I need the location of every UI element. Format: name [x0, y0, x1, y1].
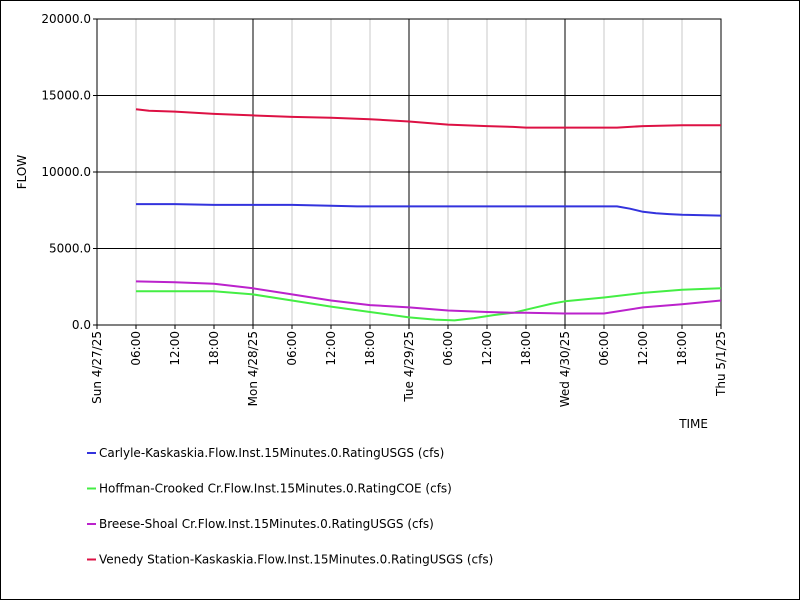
- x-tick-label: Wed 4/30/25: [558, 331, 572, 407]
- y-axis-ticks: 0.0 5000.0 10000.0 15000.0 20000.0: [41, 12, 97, 332]
- x-axis-ticks: Sun 4/27/25 06:00 12:00 18:00 Mon 4/28/25 06:…: [90, 325, 728, 407]
- x-tick-label: Sun 4/27/25: [90, 331, 104, 404]
- series-line-0: [136, 203, 722, 217]
- x-tick-label: Thu 5/1/25: [714, 331, 728, 397]
- x-tick-label: 06:00: [129, 331, 143, 366]
- x-tick-label: 18:00: [675, 331, 689, 366]
- x-tick-label: 18:00: [207, 331, 221, 366]
- legend-item: Carlyle-Kaskaskia.Flow.Inst.15Minutes.0.…: [87, 446, 444, 460]
- series-line-2: [135, 280, 722, 315]
- legend-label: Venedy Station-Kaskaskia.Flow.Inst.15Min…: [99, 553, 493, 567]
- series-line-3: [135, 108, 721, 129]
- legend-item: Venedy Station-Kaskaskia.Flow.Inst.15Min…: [87, 553, 493, 567]
- y-tick-label: 10000.0: [41, 165, 91, 179]
- x-tick-label: 06:00: [441, 331, 455, 366]
- x-tick-label: 06:00: [597, 331, 611, 366]
- legend-label: Carlyle-Kaskaskia.Flow.Inst.15Minutes.0.…: [99, 446, 444, 460]
- legend: Carlyle-Kaskaskia.Flow.Inst.15Minutes.0.…: [87, 446, 493, 567]
- x-tick-label: 12:00: [480, 331, 494, 366]
- x-tick-label: 18:00: [363, 331, 377, 366]
- legend-item: Breese-Shoal Cr.Flow.Inst.15Minutes.0.Ra…: [87, 517, 434, 531]
- legend-label: Hoffman-Crooked Cr.Flow.Inst.15Minutes.0…: [99, 482, 452, 496]
- x-tick-label: 18:00: [519, 331, 533, 366]
- x-axis-label: TIME: [678, 417, 708, 431]
- y-axis-label: FLOW: [15, 155, 29, 190]
- y-tick-label: 15000.0: [41, 89, 91, 103]
- x-tick-label: Mon 4/28/25: [246, 331, 260, 406]
- y-tick-label: 0.0: [72, 318, 91, 332]
- x-tick-label: Tue 4/29/25: [402, 331, 416, 403]
- x-tick-label: 06:00: [285, 331, 299, 366]
- y-tick-label: 5000.0: [49, 242, 91, 256]
- x-tick-label: 12:00: [324, 331, 338, 366]
- series-lines: [135, 108, 722, 322]
- legend-label: Breese-Shoal Cr.Flow.Inst.15Minutes.0.Ra…: [99, 517, 434, 531]
- legend-item: Hoffman-Crooked Cr.Flow.Inst.15Minutes.0…: [87, 482, 452, 496]
- major-gridlines: [97, 19, 721, 325]
- x-tick-label: 12:00: [168, 331, 182, 366]
- series-line-1: [136, 287, 722, 322]
- y-tick-label: 20000.0: [41, 12, 91, 26]
- x-tick-label: 12:00: [636, 331, 650, 366]
